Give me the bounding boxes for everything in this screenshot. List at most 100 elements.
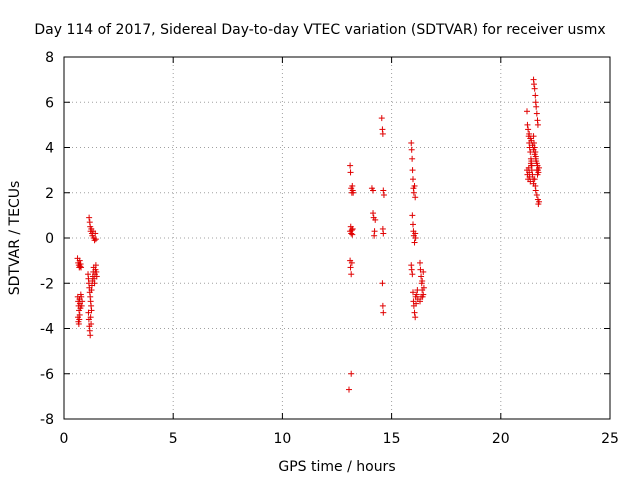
data-point [92,236,99,243]
data-point [378,115,385,122]
data-point [533,103,540,110]
data-point [528,137,535,144]
data-point [349,225,356,232]
data-point [530,81,537,88]
data-point [526,173,533,180]
x-tick-label: 20 [492,431,510,447]
data-point [412,314,419,321]
data-point [91,280,98,287]
x-tick-label: 5 [169,431,178,447]
chart-title: Day 114 of 2017, Sidereal Day-to-day VTE… [34,22,605,38]
data-point [79,298,86,305]
x-tick-label: 25 [601,431,619,447]
data-point [532,92,539,99]
data-point [524,108,531,115]
data-point [410,289,417,296]
y-tick-label: -6 [40,367,54,383]
data-point [418,293,425,300]
data-point [347,162,354,169]
y-tick-label: 0 [45,231,54,247]
data-point [93,273,100,280]
data-point [408,266,415,273]
data-point [88,307,95,314]
data-point [92,262,99,269]
data-point [420,268,427,275]
y-tick-label: -4 [40,322,54,338]
data-point [346,386,353,393]
data-point [411,182,418,189]
data-point [348,370,355,377]
data-point [379,302,386,309]
data-point [348,230,355,237]
data-point [534,171,541,178]
data-point [534,121,541,128]
data-point [409,271,416,278]
data-point [371,228,378,235]
x-tick-label: 10 [273,431,291,447]
y-tick-label: -2 [40,276,54,292]
data-point [411,239,418,246]
data-point [380,309,387,316]
data-point [78,293,85,300]
data-point [420,284,427,291]
data-point [536,198,543,205]
data-point [85,309,92,316]
data-point [526,130,533,137]
data-point [528,162,535,169]
data-point [409,212,416,219]
data-point [88,320,95,327]
data-point [412,235,419,241]
data-points [74,76,543,393]
data-point [409,167,416,174]
data-point [408,146,415,153]
data-point [527,149,534,156]
data-point [347,264,354,271]
data-point [349,231,356,238]
data-point [78,264,85,271]
data-point [532,187,539,194]
data-point [372,216,379,223]
data-point [419,277,426,284]
data-point [87,314,94,321]
data-point [533,167,540,174]
data-point [413,291,420,298]
data-point [531,176,538,183]
data-point [408,139,415,146]
data-point [529,142,536,149]
y-tick-label: 6 [45,95,54,111]
data-point [380,230,387,237]
data-point [411,309,418,316]
data-point [87,332,94,339]
data-point [86,214,93,221]
tick-labels: 0 5 10 15 20 25 -8 -6 -4 -2 0 2 4 6 8 [40,50,619,447]
data-point [91,237,98,244]
y-tick-label: -8 [40,412,54,428]
data-point [409,155,416,162]
data-point [410,176,417,183]
data-point [380,187,387,194]
x-axis-label: GPS time / hours [278,459,395,475]
data-point [412,194,419,201]
data-point [379,130,386,137]
data-point [410,221,417,228]
data-point [416,259,423,266]
data-point [533,192,540,199]
x-tick-label: 15 [383,431,401,447]
y-tick-label: 8 [45,50,54,66]
data-point [532,155,539,162]
data-point [525,126,532,133]
data-point [370,187,377,194]
data-point [527,178,534,185]
data-point [379,280,386,287]
data-point [92,230,99,237]
x-tick-label: 0 [60,431,69,447]
data-point [370,210,377,217]
data-point [531,151,538,158]
data-point [410,189,417,196]
y-axis-label: SDTVAR / TECUs [7,181,23,296]
data-point [416,298,423,305]
data-point [380,192,387,199]
data-point [348,259,355,266]
y-tick-label: 2 [45,186,54,202]
